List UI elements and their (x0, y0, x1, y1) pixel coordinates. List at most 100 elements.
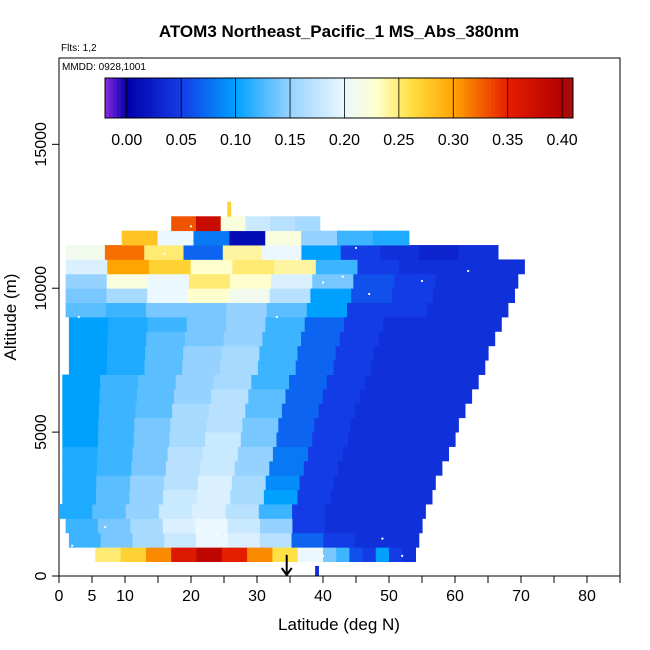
colorbar-segment-59 (335, 78, 340, 118)
colorbar-segment-67 (366, 78, 371, 118)
heatmap-cell-14-6 (289, 374, 328, 390)
heatmap-cell-8-9 (372, 460, 408, 476)
heatmap-cell-19-8 (387, 302, 428, 318)
heatmap-cell-9-4 (202, 446, 239, 462)
heatmap-cell-22-3 (190, 259, 233, 275)
heatmap-cell-7-9 (367, 475, 402, 491)
colorbar-tick-label-6: 0.30 (438, 132, 469, 149)
heatmap-cell-14-3 (175, 374, 215, 390)
heatmap-cell-23-5 (262, 245, 302, 260)
heatmap-cell-18-4 (226, 317, 266, 332)
heatmap-cell-15-10 (446, 360, 486, 375)
heatmap-cell-7-8 (333, 475, 368, 491)
heatmap-cell-6-4 (196, 489, 231, 505)
colorbar-segment-51 (303, 78, 309, 118)
white-marker-3 (216, 533, 219, 536)
heatmap-cell-17-7 (339, 331, 380, 347)
heatmap-cell-5-5 (225, 504, 260, 519)
heatmap-cell-24-3 (229, 230, 266, 246)
colorbar-segment-61 (342, 78, 348, 118)
heatmap-cell-19-5 (266, 302, 308, 318)
heatmap-cell-15-2 (144, 360, 183, 375)
heatmap-cell-14-4 (213, 374, 252, 390)
heatmap-cell-13-8 (359, 388, 398, 404)
heatmap-cell-4-0 (65, 518, 99, 534)
heatmap-cell-23-0 (65, 245, 106, 260)
heatmap-cell-15-1 (106, 360, 146, 375)
heatmap-cell-6-9 (364, 489, 399, 505)
colorbar-segment-118 (565, 78, 570, 118)
colorbar-segment-55 (319, 78, 324, 118)
colorbar-segment-116 (557, 78, 562, 118)
heatmap-cell-22-8 (399, 259, 442, 275)
colorbar-segment-66 (362, 78, 367, 118)
colorbar-segment-88 (448, 78, 453, 118)
heatmap-cell-8-0 (62, 460, 98, 476)
colorbar-segment-4 (120, 78, 125, 118)
colorbar-segment-41 (264, 78, 270, 118)
colorbar-segment-117 (561, 78, 566, 118)
colorbar-segment-96 (479, 78, 484, 118)
colorbar-segment-98 (487, 78, 492, 118)
heatmap-cell-25-3 (245, 216, 271, 232)
heatmap-cell-18-1 (108, 317, 149, 332)
heatmap-cell-2-5 (389, 547, 403, 563)
y-tick-label-3: 15000 (33, 122, 50, 167)
heatmap-cell-6-1 (95, 489, 131, 505)
colorbar-segment-34 (237, 78, 242, 118)
colorbar-segment-112 (541, 78, 547, 118)
heatmap-cell-13-7 (322, 388, 361, 404)
colorbar-segment-85 (436, 78, 441, 118)
colorbar-segment-44 (276, 78, 281, 118)
colorbar-tick-label-5: 0.25 (383, 132, 414, 149)
heatmap-cell-9-5 (237, 446, 274, 462)
white-marker-14 (401, 554, 404, 557)
heatmap-cell-17-2 (146, 331, 186, 347)
heatmap-cell-6-5 (230, 489, 265, 505)
heatmap-cell-19-3 (186, 302, 227, 318)
colorbar-segment-64 (354, 78, 359, 118)
heatmap-cell-23-3 (183, 245, 224, 260)
heatmap-cell-21-6 (312, 273, 354, 289)
heatmap-cell-3-6 (259, 532, 293, 548)
colorbar-segment-29 (218, 78, 223, 118)
heatmap-cell-12-3 (172, 403, 210, 419)
heatmap-cell-9-7 (308, 446, 344, 462)
heatmap-cell-16-0 (68, 345, 108, 361)
colorbar-segment-94 (471, 78, 476, 118)
heatmap-cell-14-5 (251, 374, 290, 390)
heatmap-cell-3-3 (164, 532, 197, 548)
heatmap-cell-8-10 (407, 460, 443, 476)
colorbar-segment-99 (491, 78, 496, 118)
heatmap-cell-16-10 (449, 345, 489, 361)
heatmap-cell-16-5 (259, 345, 299, 361)
heatmap-cell-7-6 (265, 475, 301, 491)
heatmap-cell-7-2 (130, 475, 165, 491)
colorbar-tick-label-0: 0.00 (111, 132, 142, 149)
heatmap-cell-19-9 (427, 302, 469, 318)
heatmap-cell-20-10 (473, 288, 515, 304)
heatmap-cell-6-0 (62, 489, 97, 505)
heatmap-cell-11-0 (62, 417, 99, 433)
colorbar-segment-18 (175, 78, 180, 118)
heatmap-cell-17-5 (262, 331, 302, 347)
heatmap-cell-11-4 (206, 417, 243, 433)
heatmap-cell-1-5 (221, 547, 248, 563)
heatmap-cell-22-7 (357, 259, 400, 275)
heatmap-cell-7-0 (62, 475, 97, 491)
heatmap-cell-18-3 (186, 317, 227, 332)
heatmap-cell-24-5 (301, 230, 338, 246)
heatmap-cell-17-1 (107, 331, 147, 347)
heatmap-cell-4-7 (292, 518, 326, 534)
heatmap-cell-13-10 (434, 388, 473, 404)
heatmap-cell-19-7 (347, 302, 388, 318)
heatmap-cell-18-5 (265, 317, 306, 332)
heatmap-cell-18-6 (304, 317, 345, 332)
colorbar-segment-102 (502, 78, 508, 118)
colorbar-segment-109 (530, 78, 535, 118)
x-tick-label-2: 10 (116, 588, 134, 605)
heatmap-cell-20-0 (65, 288, 107, 304)
colorbar-tick-label-1: 0.05 (166, 132, 197, 149)
white-marker-12 (467, 269, 470, 273)
heatmap-cell-20-2 (147, 288, 189, 304)
